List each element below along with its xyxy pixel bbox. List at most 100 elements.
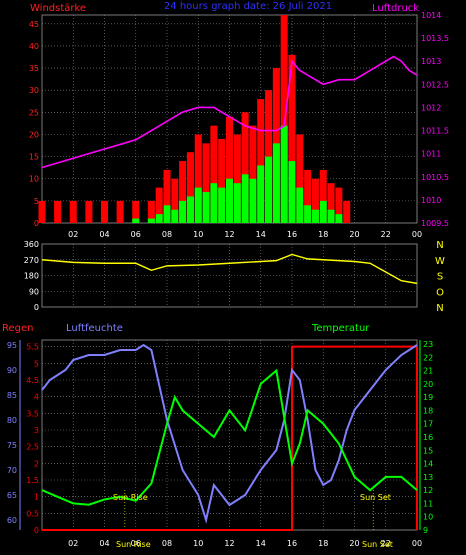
wind-direction-plot: 0 N 90 O 180 S 270 W 360 N — [24, 240, 445, 314]
regen-label: Regen — [2, 323, 34, 334]
pressure-tick-1013: 1013 — [421, 57, 441, 66]
time-tick-00: 00 — [412, 230, 422, 239]
wind-bar-11 — [179, 161, 187, 223]
time-tick-10: 10 — [193, 539, 203, 548]
pressure-tick-1010.5: 1010.5 — [421, 173, 449, 182]
sun-set-axis-label: Sun Set — [362, 540, 393, 549]
time-tick-20: 20 — [349, 230, 359, 239]
pressure-line — [41, 55, 418, 169]
gust-bar-23 — [272, 143, 280, 223]
windstaerke-title: Windstärke — [30, 3, 86, 14]
gust-bar-7 — [147, 218, 155, 223]
time-tick-18: 18 — [318, 230, 328, 239]
wind-tick-10: 10 — [29, 175, 39, 184]
sun-set-label: Sun Set — [360, 493, 391, 502]
time-tick-10: 10 — [193, 230, 203, 239]
pressure-tick-1011: 1011 — [421, 150, 441, 159]
wind-tick-0: 0 — [34, 219, 39, 228]
rain-tick-1: 1 — [34, 493, 39, 502]
temp-tick-21: 21 — [423, 367, 433, 376]
temp-tick-19: 19 — [423, 393, 433, 402]
rain-line — [42, 345, 418, 531]
gust-bar-27 — [304, 205, 312, 223]
gust-bar-21 — [257, 165, 265, 223]
wind-bar-30 — [327, 183, 335, 223]
gust-bar-9 — [163, 205, 171, 223]
wind-bar-4 — [100, 200, 109, 223]
wind-bar-5 — [116, 200, 124, 223]
temp-tick-23: 23 — [423, 340, 433, 349]
gust-bar-16 — [218, 187, 226, 223]
gust-bar-19 — [241, 174, 249, 223]
wind-bar-3 — [85, 200, 93, 223]
dir-tick-90: 90 — [29, 287, 39, 296]
wind-bar-10 — [171, 178, 179, 223]
temp-tick-20: 20 — [423, 380, 433, 389]
wind-bar-24 — [280, 15, 288, 223]
gust-bar-12 — [186, 196, 194, 223]
time-tick-14: 14 — [256, 539, 266, 548]
compass-label-4: N — [436, 240, 443, 251]
time-tick-04: 04 — [99, 230, 109, 239]
time-tick-12: 12 — [224, 230, 234, 239]
wind-bar-18 — [233, 134, 241, 223]
luftdruck-title: Luftdruck — [372, 3, 419, 14]
time-tick-08: 08 — [162, 230, 172, 239]
wind-tick-45: 45 — [29, 20, 39, 29]
time-tick-08: 08 — [162, 539, 172, 548]
wind-bar-32 — [343, 200, 351, 223]
wind-bar-25 — [288, 54, 296, 223]
temperature-line — [41, 368, 418, 506]
wind-tick-5: 5 — [34, 197, 39, 206]
time-tick-12: 12 — [224, 539, 234, 548]
wind-bar-12 — [186, 152, 194, 223]
wind-bar-7 — [147, 200, 155, 223]
wind-bar-9 — [163, 169, 171, 223]
gust-bar-18 — [233, 183, 241, 223]
gust-bar-22 — [265, 156, 273, 223]
compass-label-1: O — [436, 287, 444, 298]
rain-tick-3: 3 — [34, 426, 39, 435]
wind-tick-25: 25 — [29, 108, 39, 117]
dir-tick-180: 180 — [24, 272, 39, 281]
time-tick-02: 02 — [68, 230, 78, 239]
compass-label-2: S — [437, 272, 443, 283]
time-tick-22: 22 — [381, 539, 391, 548]
wind-bar-13 — [194, 134, 202, 223]
rain-tick-4.5: 4.5 — [26, 376, 39, 385]
pressure-tick-1011.5: 1011.5 — [421, 127, 449, 136]
temp-tick-10: 10 — [423, 513, 433, 522]
compass-label-0: N — [436, 303, 443, 314]
luftfeuchte-label: Luftfeuchte — [66, 323, 123, 334]
wind-bar-0 — [38, 200, 46, 223]
wind-tick-20: 20 — [29, 130, 39, 139]
humidity-tick-75: 75 — [7, 441, 17, 450]
temp-tick-12: 12 — [423, 486, 433, 495]
wind-tick-30: 30 — [29, 86, 39, 95]
wind-bar-19 — [241, 112, 249, 223]
temp-tick-9: 9 — [423, 526, 428, 535]
temp-tick-17: 17 — [423, 420, 433, 429]
gust-bar-13 — [194, 187, 202, 223]
temp-tick-22: 22 — [423, 353, 433, 362]
wind-bar-28 — [311, 178, 319, 223]
temp-tick-11: 11 — [423, 499, 433, 508]
time-tick-06: 06 — [131, 539, 141, 548]
pressure-tick-1012: 1012 — [421, 103, 441, 112]
time-tick-22: 22 — [381, 230, 391, 239]
temperatur-label: Temperatur — [311, 323, 370, 334]
gust-bar-20 — [249, 178, 257, 223]
humidity-temp-plot: 60 65 70 75 80 85 90 95 0 0.5 1 1.5 2 2.5 3 3.5 4 4.5 5 5.5… — [7, 340, 433, 548]
wind-bar-8 — [155, 187, 163, 223]
time-tick-16: 16 — [287, 230, 297, 239]
wind-bar-1 — [54, 200, 62, 223]
temp-tick-18: 18 — [423, 406, 433, 415]
gust-bar-31 — [335, 214, 343, 223]
gust-bar-14 — [202, 192, 210, 223]
wind-bar-21 — [257, 99, 265, 223]
humidity-tick-60: 60 — [7, 516, 17, 525]
time-tick-14: 14 — [256, 230, 266, 239]
humidity-line — [41, 343, 418, 524]
